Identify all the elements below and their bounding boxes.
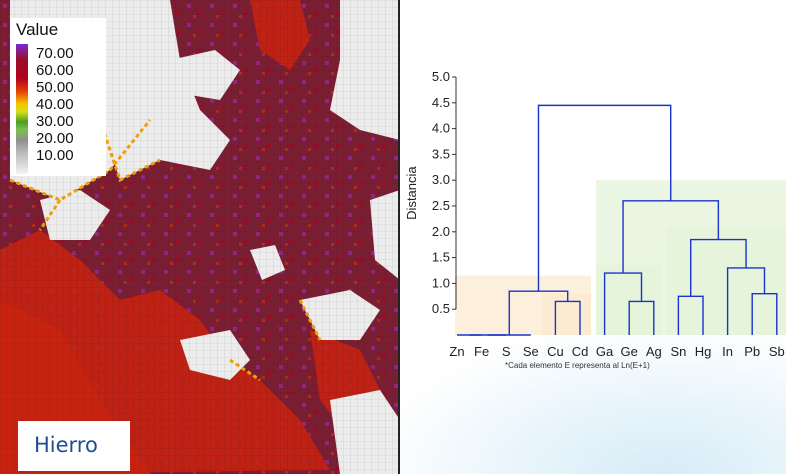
legend-value: 60.00 (36, 62, 74, 79)
map-legend: Value 70.00 60.00 50.00 40.00 30.00 20.0… (10, 18, 106, 176)
y-axis: 0.5 1.0 1.5 2.0 2.5 3.0 3.5 4.0 4.5 5.0 (432, 69, 457, 316)
dendrogram-link (537, 104, 672, 292)
y-tick-label: 0.5 (432, 301, 450, 316)
element-label-box: Hierro (18, 421, 130, 471)
leaf-label: Sb (769, 344, 785, 359)
y-tick-label: 2.0 (432, 224, 450, 239)
leaf-label: Ga (596, 344, 614, 359)
y-tick-label: 5.0 (432, 69, 450, 84)
y-axis-label: Distancia (404, 166, 419, 220)
leaf-label: Ge (621, 344, 638, 359)
legend-value: 40.00 (36, 96, 74, 113)
cluster-box (666, 226, 786, 335)
leaf-label: Se (523, 344, 539, 359)
legend-value: 20.00 (36, 130, 74, 147)
legend-title: Value (16, 20, 59, 39)
leaf-labels: Zn Fe S Se Cu Cd Ga Ge Ag Sn Hg In Pb Sb (449, 344, 784, 359)
chart-footnote: *Cada elemento E representa al Ln(E+1) (505, 361, 650, 370)
dendrogram-chart: 0.5 1.0 1.5 2.0 2.5 3.0 3.5 4.0 4.5 5.0 Distancia… (404, 69, 786, 370)
legend-value: 10.00 (36, 147, 74, 164)
leaf-label: Zn (449, 344, 464, 359)
element-label: Hierro (34, 433, 98, 457)
leaf-label: Fe (474, 344, 489, 359)
leaf-label: Pb (744, 344, 760, 359)
cluster-highlights (455, 180, 786, 335)
leaf-label: Hg (695, 344, 712, 359)
background-glow (380, 330, 786, 474)
leaf-label: In (722, 344, 733, 359)
leaf-label: Cu (547, 344, 564, 359)
legend-value: 70.00 (36, 45, 74, 62)
iron-concentration-map: Value 70.00 60.00 50.00 40.00 30.00 20.0… (0, 0, 400, 474)
dendrogram-links (457, 104, 778, 336)
leaf-label: Sn (670, 344, 686, 359)
y-tick-label: 1.5 (432, 250, 450, 265)
leaf-label: S (502, 344, 511, 359)
cluster-box (542, 293, 591, 335)
legend-value: 30.00 (36, 113, 74, 130)
leaf-label: Ag (646, 344, 662, 359)
leaf-label: Cd (572, 344, 589, 359)
y-tick-label: 3.5 (432, 146, 450, 161)
y-tick-label: 1.0 (432, 275, 450, 290)
y-tick-label: 4.0 (432, 121, 450, 136)
y-tick-label: 3.0 (432, 172, 450, 187)
y-tick-label: 4.5 (432, 95, 450, 110)
legend-value: 50.00 (36, 79, 74, 96)
legend-color-bar (16, 44, 28, 174)
y-tick-label: 2.5 (432, 198, 450, 213)
